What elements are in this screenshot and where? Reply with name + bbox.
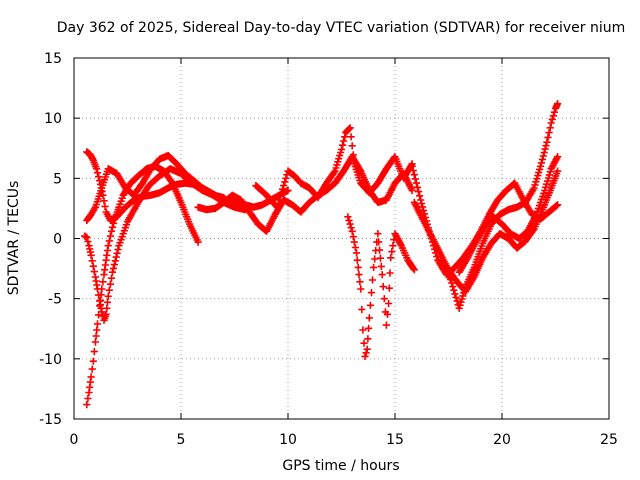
x-axis-label: GPS time / hours — [282, 458, 399, 474]
series-track-f — [252, 124, 416, 211]
x-tick-label: 10 — [279, 432, 297, 448]
plus-markers-track-i — [410, 167, 562, 295]
y-tick-label: 15 — [44, 51, 62, 67]
y-tick-label: -5 — [48, 292, 62, 308]
series-layer — [81, 100, 562, 409]
y-tick-label: -10 — [39, 352, 62, 368]
plus-markers-track-k — [455, 153, 562, 276]
y-axis-label: SDTVAR / TECUs — [6, 181, 22, 296]
plus-markers-track-g — [344, 213, 418, 360]
plot-frame — [73, 57, 610, 420]
x-tick-label: 25 — [600, 432, 618, 448]
series-track-g — [344, 213, 418, 360]
chart-title: Day 362 of 2025, Sidereal Day-to-day VTE… — [57, 20, 626, 36]
x-tick-label: 20 — [493, 432, 511, 448]
x-tick-label: 0 — [70, 432, 79, 448]
plus-markers-track-b — [83, 162, 202, 409]
y-tick-label: 10 — [44, 111, 62, 127]
x-tick-label: 15 — [386, 432, 404, 448]
series-track-i — [410, 167, 562, 295]
y-tick-label: -15 — [39, 412, 62, 428]
tick-layer: 0 5 10 15 20 25 -15 -10 -5 0 5 10 15 — [39, 51, 618, 448]
y-tick-label: 0 — [53, 232, 62, 248]
x-tick-label: 5 — [177, 432, 186, 448]
plus-markers-track-f — [252, 124, 416, 211]
series-track-k — [455, 153, 562, 276]
series-track-b — [83, 162, 202, 409]
y-tick-label: 5 — [53, 171, 62, 187]
